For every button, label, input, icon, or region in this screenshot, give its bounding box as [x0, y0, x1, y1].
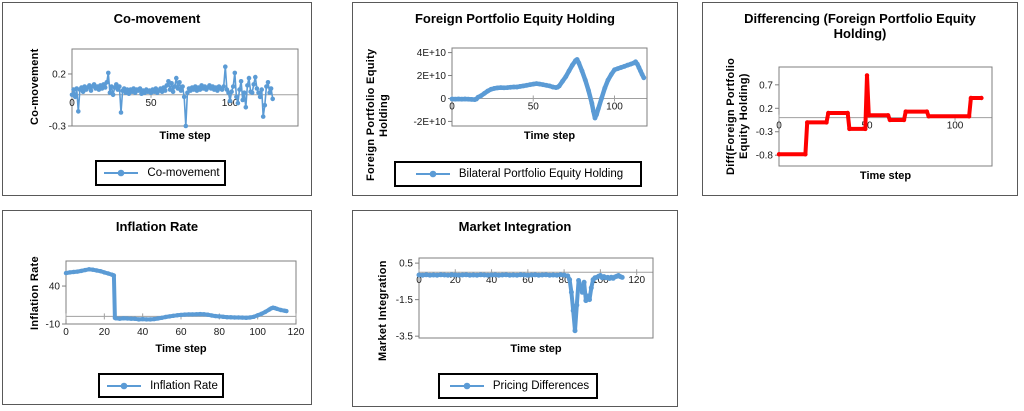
- svg-text:0: 0: [416, 275, 422, 286]
- svg-text:50: 50: [145, 98, 157, 109]
- svg-text:0: 0: [63, 327, 69, 338]
- svg-text:60: 60: [522, 275, 534, 286]
- svg-text:120: 120: [628, 275, 645, 286]
- svg-text:-0.3: -0.3: [49, 122, 67, 133]
- legend-label: Inflation Rate: [150, 379, 218, 392]
- legend-box-foreign-portfolio: Bilateral Portfolio Equity Holding: [394, 161, 642, 187]
- x-axis-title-inflation-rate: Time step: [155, 343, 207, 355]
- legend-line-marker-icon: [104, 169, 139, 177]
- svg-text:80: 80: [559, 275, 571, 286]
- svg-text:0: 0: [776, 121, 782, 132]
- chart-title-market-integration: Market Integration: [458, 219, 572, 234]
- svg-text:120: 120: [288, 327, 305, 338]
- co-movement-line-chart: 0.2-0.3050100: [49, 48, 299, 133]
- svg-text:60: 60: [175, 327, 187, 338]
- market-integration-line-chart: 0.5 -1.5 -3.5 0 20 40 60 80 100 120: [396, 257, 654, 343]
- svg-text:-1.5: -1.5: [396, 295, 414, 306]
- legend-box-inflation-rate: Inflation Rate: [98, 373, 224, 398]
- svg-text:0.2: 0.2: [759, 104, 773, 115]
- legend-label: Pricing Differences: [492, 380, 590, 392]
- svg-text:50: 50: [528, 101, 540, 112]
- svg-text:0.2: 0.2: [52, 69, 66, 80]
- svg-text:40: 40: [137, 327, 149, 338]
- svg-text:100: 100: [249, 327, 266, 338]
- svg-text:20: 20: [450, 275, 462, 286]
- inflation-rate-line-chart: 40 -100 20 40 60 80 100 120: [46, 260, 305, 338]
- legend-line-marker-icon: [449, 382, 484, 390]
- svg-text:100: 100: [592, 275, 609, 286]
- chart-title-co-movement: Co-movement: [113, 11, 201, 26]
- legend-label: Co-movement: [147, 167, 220, 179]
- svg-text:40: 40: [486, 275, 498, 286]
- x-axis-title-co-movement: Time step: [159, 130, 211, 142]
- chart-title-foreign-portfolio: Foreign Portfolio Equity Holding: [414, 11, 616, 26]
- svg-text:100: 100: [947, 121, 964, 132]
- svg-text:-0.3: -0.3: [756, 127, 774, 138]
- svg-text:0: 0: [69, 98, 75, 109]
- chart-panel-co-movement: Co-movement Co-movement 0.2-0.3050100 Ti…: [2, 2, 312, 196]
- svg-text:-0.8: -0.8: [756, 151, 774, 162]
- svg-text:0.5: 0.5: [399, 259, 413, 270]
- chart-panel-inflation-rate: Inflation Rate Inflation Rate 40 -10 0 20 40…: [2, 210, 312, 405]
- svg-text:0: 0: [440, 94, 446, 105]
- svg-text:-10: -10: [46, 320, 61, 331]
- svg-text:100: 100: [606, 101, 623, 112]
- x-axis-title-market-integration: Time step: [510, 343, 562, 355]
- chart-panel-differencing: Differencing (Foreign Portfolio Equity H…: [702, 2, 1018, 196]
- svg-text:0.7: 0.7: [759, 80, 773, 91]
- x-axis-title-foreign-portfolio: Time step: [523, 130, 576, 142]
- legend-box-market-integration: Pricing Differences: [438, 373, 598, 399]
- svg-text:-3.5: -3.5: [396, 332, 414, 343]
- chart-title-differencing: Differencing (Foreign Portfolio Equity H…: [744, 11, 976, 41]
- legend-line-marker-icon: [415, 170, 450, 178]
- svg-text:20: 20: [99, 327, 111, 338]
- svg-text:0: 0: [449, 101, 455, 112]
- legend-box-co-movement: Co-movement: [95, 160, 226, 186]
- chart-panel-market-integration: Market Integration Market Integration 0.…: [352, 210, 678, 407]
- svg-text:40: 40: [49, 282, 61, 293]
- svg-text:80: 80: [214, 327, 226, 338]
- x-axis-title-differencing: Time step: [859, 170, 912, 182]
- legend-line-marker-icon: [107, 382, 142, 389]
- chart-panel-foreign-portfolio: Foreign Portfolio Equity Holding Foreign…: [352, 2, 678, 196]
- legend-label: Bilateral Portfolio Equity Holding: [458, 168, 624, 180]
- chart-title-inflation-rate: Inflation Rate: [115, 219, 199, 234]
- svg-text:2E+10: 2E+10: [417, 71, 447, 82]
- svg-text:4E+10: 4E+10: [417, 48, 447, 59]
- differencing-line-chart: 0.70.2-0.3-0.80 50 100: [756, 66, 993, 167]
- svg-text:-2E+10: -2E+10: [413, 117, 446, 128]
